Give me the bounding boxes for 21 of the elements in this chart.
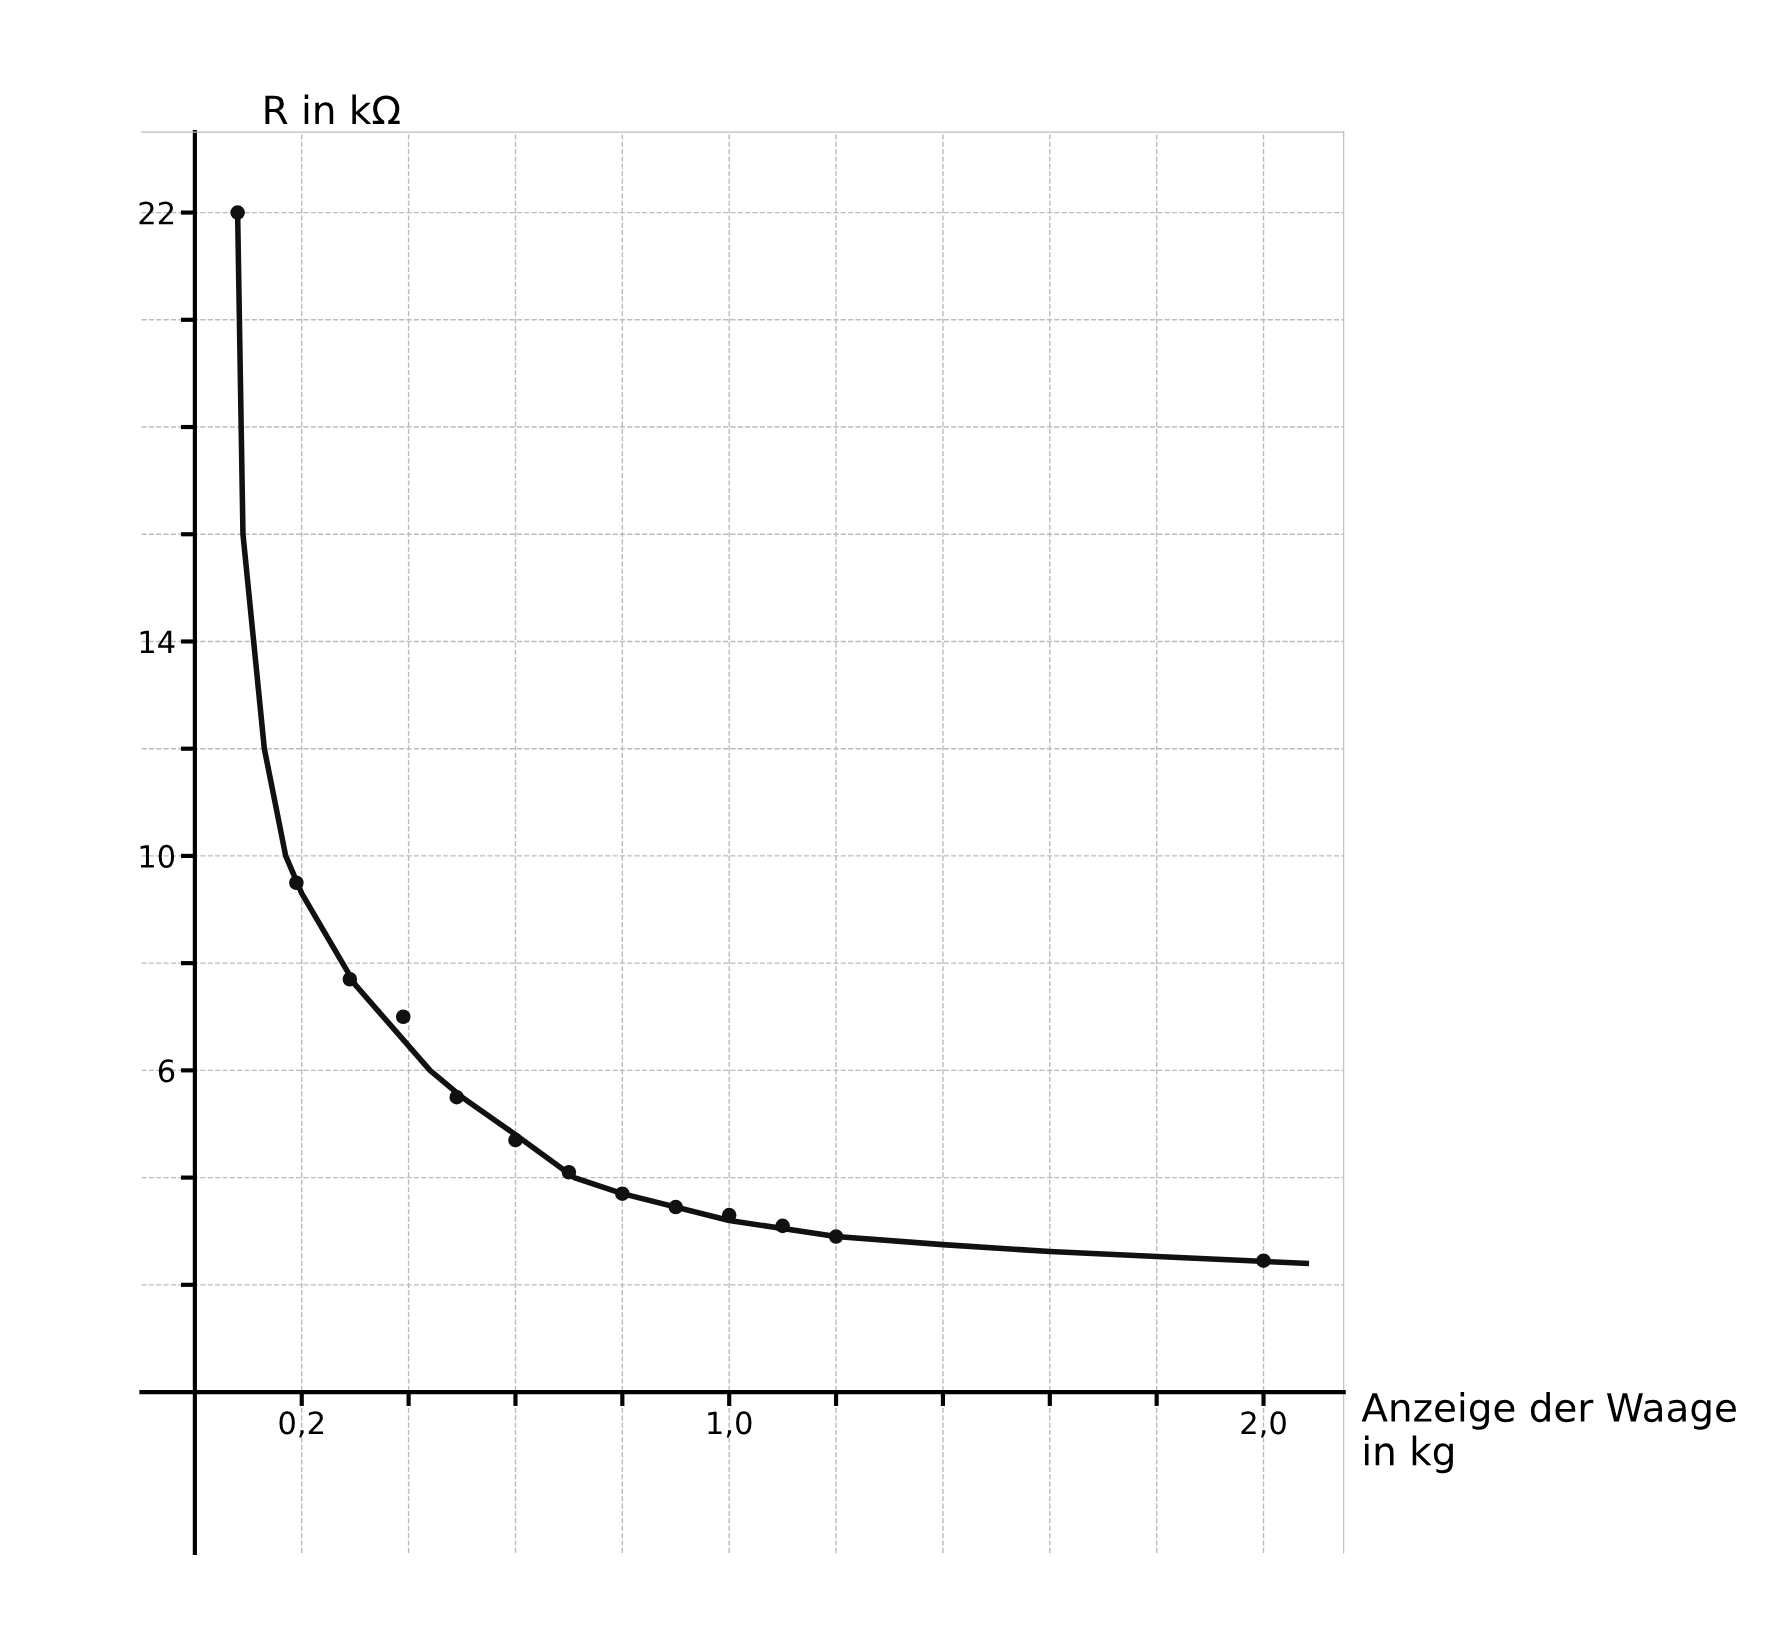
- point: [449, 1089, 464, 1105]
- point: [561, 1164, 577, 1180]
- y-tick-label: 14: [140, 630, 175, 654]
- x-tick-label: 2,0: [1241, 1411, 1286, 1438]
- point: [395, 1009, 411, 1025]
- x-axis-title: Anzeige der Waage in kg: [1361, 1392, 1736, 1474]
- point: [342, 971, 358, 987]
- y-tick-label: 6: [158, 1059, 175, 1083]
- point: [615, 1186, 630, 1201]
- y-axis-title: R in kΩ: [265, 94, 400, 125]
- point: [289, 875, 304, 891]
- point: [668, 1199, 684, 1215]
- x-tick-label: 0,2: [279, 1411, 323, 1438]
- point: [230, 205, 245, 220]
- x-tick-label: 1,0: [708, 1411, 752, 1438]
- y-tick-label: 10: [140, 844, 175, 868]
- point: [828, 1229, 844, 1244]
- point: [775, 1218, 790, 1234]
- y-tick-label: 22: [139, 201, 174, 225]
- point: [1256, 1253, 1271, 1268]
- point: [508, 1132, 523, 1148]
